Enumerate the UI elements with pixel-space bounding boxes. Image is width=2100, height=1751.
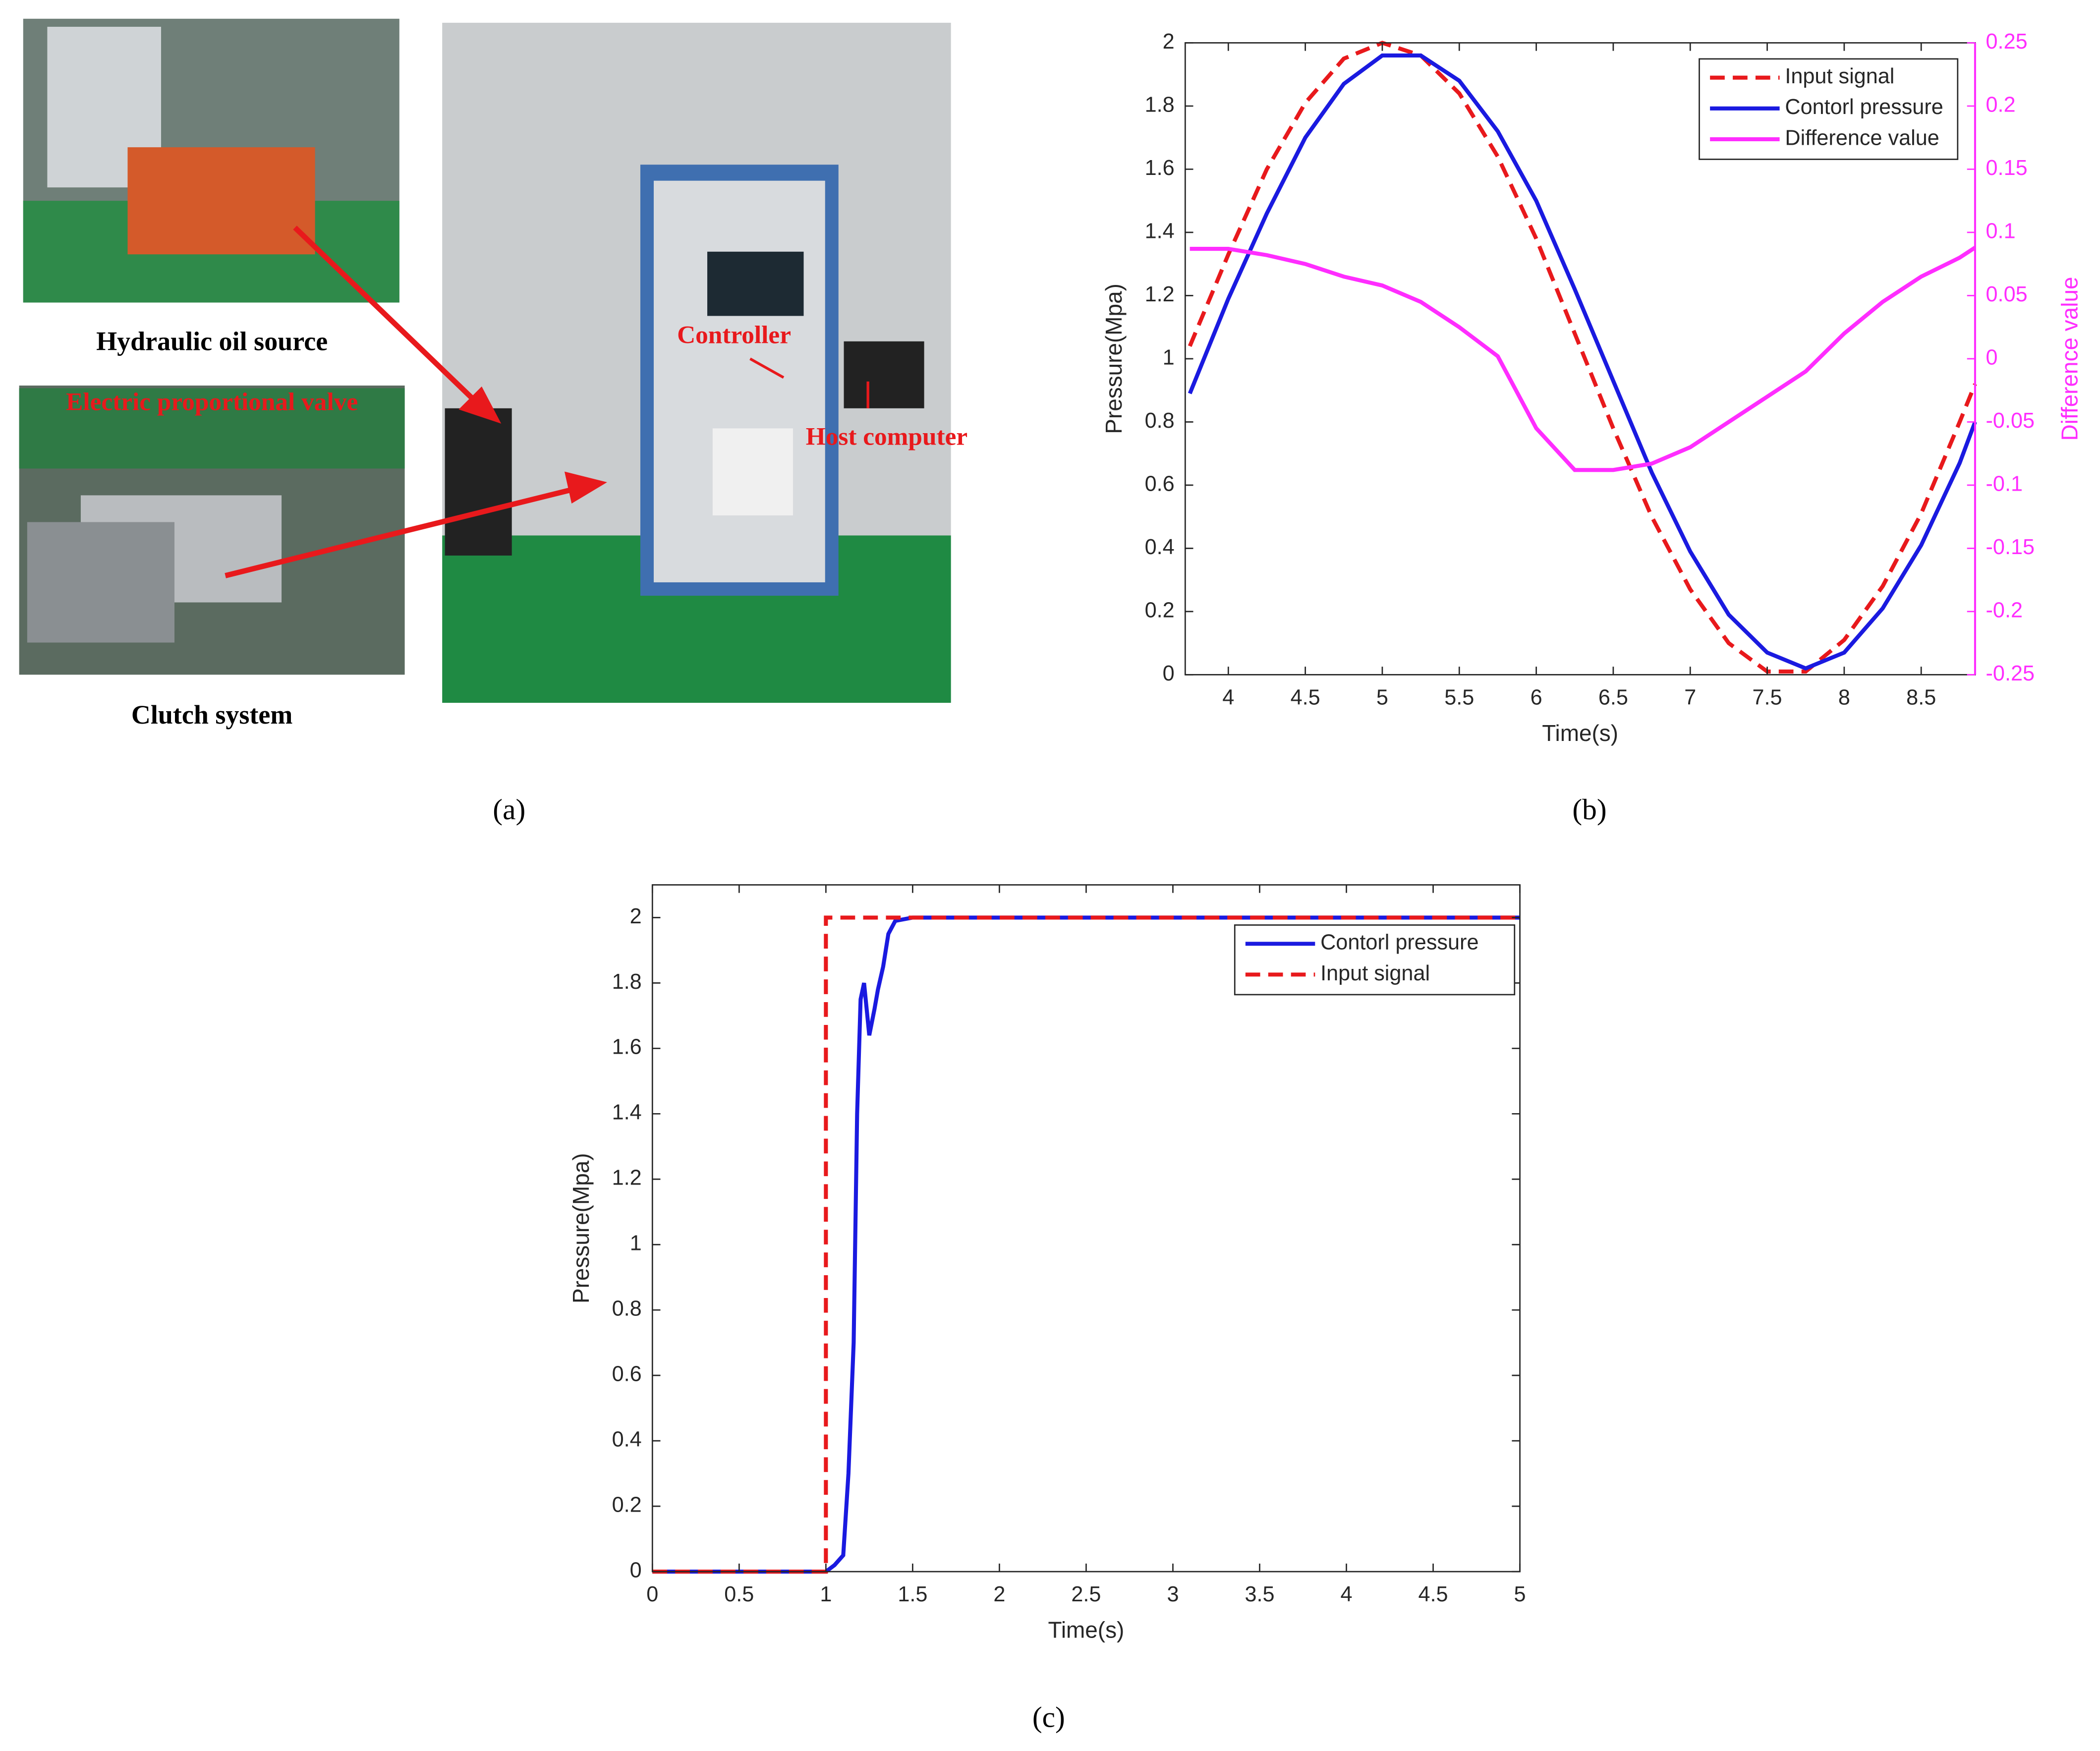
x-tick-label: 6.5	[1598, 685, 1628, 709]
photo-label: Host computer	[806, 423, 967, 451]
x-axis-label: Time(s)	[1542, 720, 1618, 746]
y-axis-label: Pressure(Mpa)	[1101, 283, 1127, 434]
x-tick-label: 3.5	[1245, 1582, 1274, 1606]
photo-label: Hydraulic oil source	[96, 327, 328, 356]
y-tick-label: 0.2	[1145, 598, 1175, 622]
legend-box	[1234, 924, 1516, 996]
y-tick-label: 1.4	[1145, 219, 1175, 243]
data-line	[652, 915, 1520, 1574]
y2-tick-label: 0.2	[1986, 93, 2016, 116]
y2-tick-label: 0.25	[1986, 30, 2028, 54]
y-tick-label: 1.6	[612, 1035, 642, 1059]
plot-area	[652, 885, 1520, 1572]
y-tick-label: 1.2	[612, 1166, 642, 1190]
y-tick-label: 2	[1163, 30, 1175, 54]
y2-axis-label: Difference value	[2057, 277, 2083, 441]
y2-tick-label: -0.05	[1986, 409, 2035, 433]
legend-label: Difference value	[1785, 126, 1939, 150]
y2-tick-label: 0.1	[1986, 219, 2016, 243]
x-tick-label: 8.5	[1906, 685, 1936, 709]
x-tick-label: 7.5	[1753, 685, 1782, 709]
y2-tick-label: -0.2	[1986, 598, 2023, 622]
x-tick-label: 2.5	[1071, 1582, 1101, 1606]
legend-label: Contorl pressure	[1320, 931, 1478, 955]
x-tick-label: 4	[1222, 685, 1234, 709]
y-tick-label: 2	[630, 904, 642, 928]
y-tick-label: 1	[1163, 345, 1175, 369]
panel-caption: (c)	[1032, 1701, 1065, 1734]
y2-tick-label: -0.15	[1986, 535, 2035, 559]
legend-label: Contorl pressure	[1785, 95, 1943, 119]
data-line	[1188, 53, 1977, 671]
y2-tick-label: 0	[1986, 345, 1998, 369]
x-tick-label: 0.5	[724, 1582, 754, 1606]
y-tick-label: 0.8	[612, 1297, 642, 1321]
x-tick-label: 7	[1684, 685, 1696, 709]
data-line	[1190, 246, 1977, 472]
y-tick-label: 1.4	[612, 1101, 642, 1125]
x-tick-label: 5	[1376, 685, 1388, 709]
y-tick-label: 0.2	[612, 1493, 642, 1517]
y-tick-label: 1.2	[1145, 282, 1175, 306]
y-tick-label: 1.8	[612, 970, 642, 994]
y-tick-label: 1.8	[1145, 93, 1175, 116]
y2-tick-label: -0.25	[1986, 662, 2035, 685]
y-tick-label: 0.6	[1145, 472, 1175, 496]
x-tick-label: 5.5	[1444, 685, 1474, 709]
x-tick-label: 6	[1531, 685, 1542, 709]
y2-tick-label: 0.15	[1986, 156, 2028, 180]
x-tick-label: 4	[1341, 1582, 1353, 1606]
y2-tick-label: 0.05	[1986, 282, 2028, 306]
legend-label: Input signal	[1320, 961, 1430, 985]
photo-clutch	[19, 385, 405, 675]
photo-oil-source	[23, 18, 399, 303]
photo-label: Controller	[677, 321, 791, 349]
panel-caption: (a)	[493, 793, 525, 826]
x-tick-label: 1	[820, 1582, 832, 1606]
y-tick-label: 1.6	[1145, 156, 1175, 180]
y-tick-label: 0.4	[612, 1428, 642, 1452]
x-tick-label: 4.5	[1291, 685, 1320, 709]
x-tick-label: 3	[1167, 1582, 1179, 1606]
x-tick-label: 1.5	[898, 1582, 927, 1606]
x-tick-label: 5	[1514, 1582, 1526, 1606]
panel-caption: (b)	[1572, 793, 1606, 826]
data-line	[1188, 41, 1977, 674]
x-tick-label: 4.5	[1419, 1582, 1448, 1606]
y-tick-label: 0.4	[1145, 535, 1175, 559]
x-tick-label: 2	[993, 1582, 1005, 1606]
arrows	[225, 226, 869, 578]
y-tick-label: 0.6	[612, 1362, 642, 1386]
x-tick-label: 8	[1838, 685, 1850, 709]
photo-label: Electric proportional valve	[66, 388, 358, 416]
photo-test-bench	[442, 22, 951, 703]
photo-label: Clutch system	[131, 700, 293, 730]
y2-tick-label: -0.1	[1986, 472, 2023, 496]
x-axis-label: Time(s)	[1048, 1617, 1125, 1643]
y-tick-label: 0	[1163, 662, 1175, 685]
y-tick-label: 0	[630, 1558, 642, 1582]
legend-label: Input signal	[1785, 64, 1894, 88]
y-tick-label: 0.8	[1145, 409, 1175, 433]
y-tick-label: 1	[630, 1232, 642, 1255]
data-line	[652, 915, 1520, 1574]
x-tick-label: 0	[646, 1582, 658, 1606]
y-axis-label: Pressure(Mpa)	[568, 1153, 594, 1303]
